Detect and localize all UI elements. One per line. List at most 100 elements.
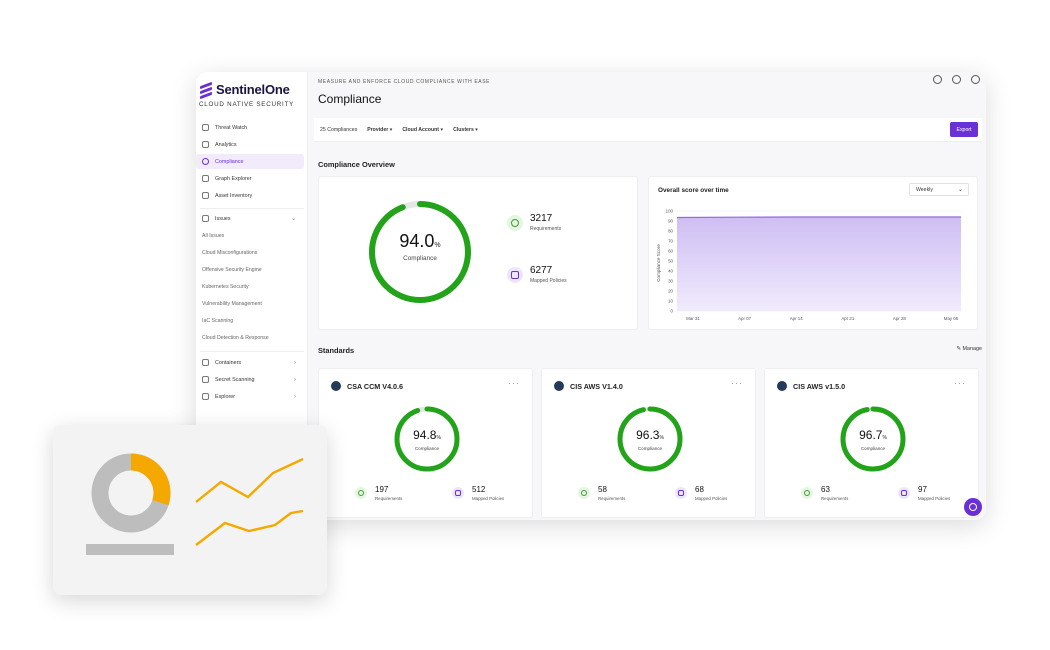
compliance-count: 25 Compliances: [320, 126, 358, 133]
cloud-account-filter[interactable]: Cloud Account ▾: [402, 127, 443, 133]
standard-logo-icon: [331, 381, 341, 391]
chart-x-ticks: Mar 31 Apr 07 Apr 14 Apr 21 Apr 28 May 05: [686, 316, 959, 321]
overview-ring-arc: [369, 201, 471, 303]
sidebar-item-label: Containers: [215, 359, 242, 366]
standard-requirements-stat: 197 Requirements: [355, 485, 402, 501]
sidebar-item-label: Issues: [215, 215, 231, 222]
standard-card-header: CIS AWS V1.4.0: [554, 381, 623, 391]
standard-policies-stat: 512 Mapped Policies: [452, 485, 504, 501]
overview-title: Compliance Overview: [318, 160, 395, 169]
requirements-stat: 3217 Requirements: [507, 213, 561, 232]
standard-score-caption: Compliance: [637, 446, 663, 451]
period-select-value: Weekly: [916, 187, 933, 193]
chart-y-tick-label: 0: [671, 309, 674, 314]
period-select[interactable]: Weekly ⌄: [909, 183, 969, 196]
shield-check-icon: [202, 158, 209, 165]
sidebar-item-analytics[interactable]: Analytics: [196, 137, 304, 152]
standard-card[interactable]: CIS AWS V1.4.0 ··· 96.3% Compliance 58 Requir…: [541, 368, 756, 518]
policies-label: Mapped Policies: [530, 278, 567, 284]
more-options-icon[interactable]: ···: [731, 378, 743, 388]
search-fab-button[interactable]: [964, 498, 982, 516]
sidebar-item-containers[interactable]: Containers ›: [196, 355, 304, 370]
sidebar-item-compliance[interactable]: Compliance: [196, 154, 304, 169]
policies-icon: [452, 487, 464, 499]
requirements-icon: [578, 487, 590, 499]
profile-icon[interactable]: [971, 75, 980, 84]
standard-score: 94.8: [413, 428, 437, 442]
sidebar-subitem-cloud-detection-response[interactable]: Cloud Detection & Response: [196, 330, 304, 345]
chart-y-tick-label: 20: [668, 289, 673, 294]
policies-stat: 6277 Mapped Policies: [507, 265, 567, 284]
sidebar-item-graph-explorer[interactable]: Graph Explorer: [196, 171, 304, 186]
manage-button[interactable]: ✎ Manage: [956, 346, 982, 352]
provider-filter-label: Provider: [367, 126, 389, 133]
standard-score-unit: %: [659, 435, 664, 441]
sidebar-subitem-label: Kubernetes Security: [202, 283, 249, 290]
standard-requirements-count: 197: [375, 485, 389, 494]
standard-policies-stat: 97 Mapped Policies: [898, 485, 950, 501]
chart-y-tick-label: 90: [668, 219, 673, 224]
sentinelone-logo-icon: [200, 81, 212, 99]
sidebar-subitem-label: Cloud Detection & Response: [202, 334, 269, 341]
page-title: Compliance: [318, 92, 382, 106]
overview-score-label: 94.0% Compliance: [365, 231, 475, 262]
sidebar-subitem-kubernetes-security[interactable]: Kubernetes Security: [196, 279, 304, 294]
more-options-icon[interactable]: ···: [954, 378, 966, 388]
search-icon: [202, 124, 209, 131]
chevron-right-icon: ›: [294, 376, 296, 383]
chevron-down-icon: ▾: [475, 126, 478, 133]
sidebar-subitem-cloud-misconfigurations[interactable]: Cloud Misconfigurations: [196, 245, 304, 260]
policies-icon: [507, 266, 523, 283]
trend-line-icon: [195, 457, 304, 503]
app-window: SentinelOne CLOUD NATIVE SECURITY Threat…: [196, 72, 986, 520]
score-ring-arc: [617, 406, 683, 472]
standards-title: Standards: [318, 346, 355, 355]
sidebar-item-issues[interactable]: Issues ⌄: [196, 211, 304, 226]
sidebar-subitem-all-issues[interactable]: All Issues: [196, 228, 304, 243]
database-icon: [202, 192, 209, 199]
export-button[interactable]: Export: [950, 122, 978, 137]
standard-score-ring: [617, 406, 683, 472]
standard-name: CIS AWS V1.4.0: [570, 381, 623, 391]
provider-filter[interactable]: Provider ▾: [367, 127, 392, 133]
standard-score-unit: %: [882, 435, 887, 441]
standard-requirements-label: Requirements: [598, 496, 626, 501]
sidebar-subitem-label: Vulnerability Management: [202, 300, 262, 307]
overlay-illustration-card: [53, 425, 327, 595]
standard-policies-label: Mapped Policies: [918, 496, 951, 501]
trend-line-icon: [195, 509, 304, 546]
sidebar-item-secret-scanning[interactable]: Secret Scanning ›: [196, 372, 304, 387]
more-options-icon[interactable]: ···: [508, 378, 520, 388]
policies-icon: [898, 487, 910, 499]
help-icon[interactable]: [933, 75, 942, 84]
chevron-down-icon: ⌄: [290, 216, 296, 222]
standard-card[interactable]: CIS AWS v1.5.0 ··· 96.7% Compliance 63 Requir…: [764, 368, 979, 518]
sidebar-item-explorer[interactable]: Explorer ›: [196, 389, 304, 404]
sidebar-subitem-label: IaC Scanning: [202, 317, 234, 324]
standard-requirements-stat: 63 Requirements: [801, 485, 848, 501]
requirements-icon: [355, 487, 367, 499]
sidebar-subitem-offensive-security-engine[interactable]: Offensive Security Engine: [196, 262, 304, 277]
standard-requirements-count: 63: [821, 485, 830, 494]
chevron-right-icon: ›: [294, 359, 296, 366]
chart-area-fill: [677, 217, 961, 311]
bar-chart-icon: [202, 141, 209, 148]
standard-name: CSA CCM V4.0.6: [347, 381, 404, 391]
standard-score-caption: Compliance: [414, 446, 440, 451]
sidebar-subitem-vulnerability-management[interactable]: Vulnerability Management: [196, 296, 304, 311]
policies-count: 6277: [530, 265, 553, 276]
chart-series-line: [676, 216, 961, 219]
sidebar-item-threat-watch[interactable]: Threat Watch: [196, 120, 304, 135]
sidebar-item-asset-inventory[interactable]: Asset Inventory: [196, 188, 304, 203]
gear-icon[interactable]: [952, 75, 961, 84]
chart-y-label: Compliance Score: [656, 244, 661, 282]
sidebar-item-label: Threat Watch: [215, 124, 248, 131]
chart-x-tick-label: May 05: [944, 316, 959, 321]
filter-bar: 25 Compliances Provider ▾ Cloud Account …: [314, 118, 982, 142]
clusters-filter[interactable]: Clusters ▾: [453, 127, 478, 133]
standard-card-header: CSA CCM V4.0.6: [331, 381, 403, 391]
standard-card[interactable]: CSA CCM V4.0.6 ··· 94.8% Compliance 197 Requi…: [318, 368, 533, 518]
sidebar-subitem-iac-scanning[interactable]: IaC Scanning: [196, 313, 304, 328]
overview-score-caption: Compliance: [403, 255, 437, 262]
